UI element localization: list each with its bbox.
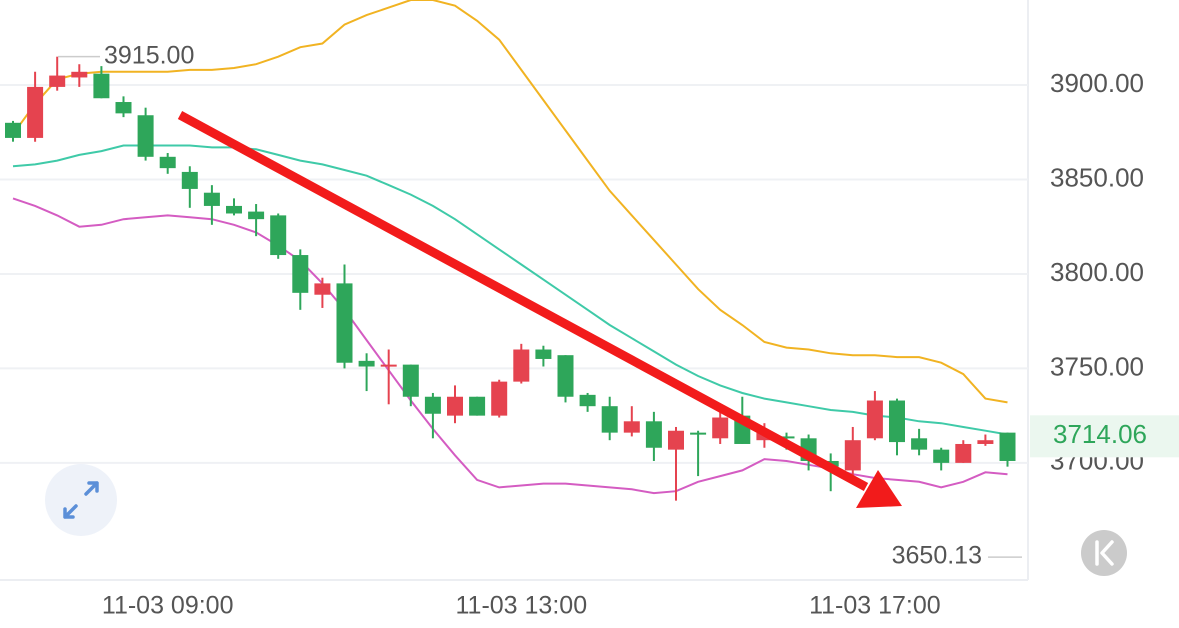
candle-body <box>5 122 21 138</box>
candle-body <box>933 449 950 463</box>
candle-body <box>999 432 1016 461</box>
candle-body <box>203 192 220 206</box>
candle-body <box>778 436 795 439</box>
candle-body <box>601 406 618 433</box>
plot <box>0 0 1028 501</box>
candle-body <box>380 364 397 367</box>
candle-body <box>513 349 530 382</box>
candle-body <box>690 432 707 435</box>
candle-body <box>579 394 596 407</box>
back-icon[interactable] <box>1095 540 1114 566</box>
candle-body <box>270 215 287 256</box>
candle-body <box>447 396 463 416</box>
candle-body <box>645 421 662 448</box>
candle-body <box>292 255 309 293</box>
high-label: 3915.00 <box>104 41 194 69</box>
candle-body <box>866 400 883 439</box>
y-tick-label: 3800.00 <box>1050 257 1144 287</box>
arrow-head <box>856 470 902 508</box>
x-tick-label: 11-03 17:00 <box>809 592 941 620</box>
candle-body <box>137 115 154 157</box>
candle-body <box>668 430 684 450</box>
candle-body <box>314 283 331 295</box>
candle-body <box>115 102 132 114</box>
band-line <box>12 144 1008 436</box>
trend-arrow <box>177 111 902 508</box>
back-button[interactable] <box>1081 530 1127 576</box>
expand-bg[interactable] <box>45 464 117 536</box>
band-line <box>12 0 1008 404</box>
candle-body <box>557 355 574 397</box>
candle-body <box>248 211 265 220</box>
last-price-label: 3714.06 <box>1053 419 1147 449</box>
candle-body <box>358 360 375 367</box>
candle-body <box>424 396 441 414</box>
candle-body <box>402 364 419 397</box>
candle-body <box>623 421 640 433</box>
expand-button[interactable] <box>45 464 117 536</box>
candle-body <box>712 417 729 439</box>
candle-body <box>491 381 508 416</box>
candle-body <box>181 171 198 189</box>
x-tick-label: 11-03 13:00 <box>456 592 588 620</box>
candle-body <box>955 443 972 463</box>
y-tick-label: 3750.00 <box>1050 351 1144 381</box>
candle-body <box>27 86 44 138</box>
last-price-box <box>1030 415 1179 458</box>
low-label: 3650.13 <box>892 542 982 570</box>
expand-icon[interactable] <box>63 481 99 519</box>
candle-body <box>844 440 861 471</box>
candle-body <box>911 438 928 450</box>
candle-body <box>977 440 994 444</box>
candle-body <box>71 71 88 78</box>
arrow-shaft <box>177 111 869 491</box>
x-tick-label: 11-03 09:00 <box>102 592 234 620</box>
candle-body <box>469 396 486 416</box>
candle-body <box>889 400 905 443</box>
candle-body <box>93 73 110 99</box>
y-tick-label: 3850.00 <box>1050 162 1144 192</box>
candle-body <box>49 75 66 87</box>
candle-body <box>226 205 242 214</box>
y-tick-label: 3900.00 <box>1050 68 1144 98</box>
candle-body <box>159 156 176 169</box>
candle-body <box>336 283 353 363</box>
candle-body <box>535 349 552 359</box>
